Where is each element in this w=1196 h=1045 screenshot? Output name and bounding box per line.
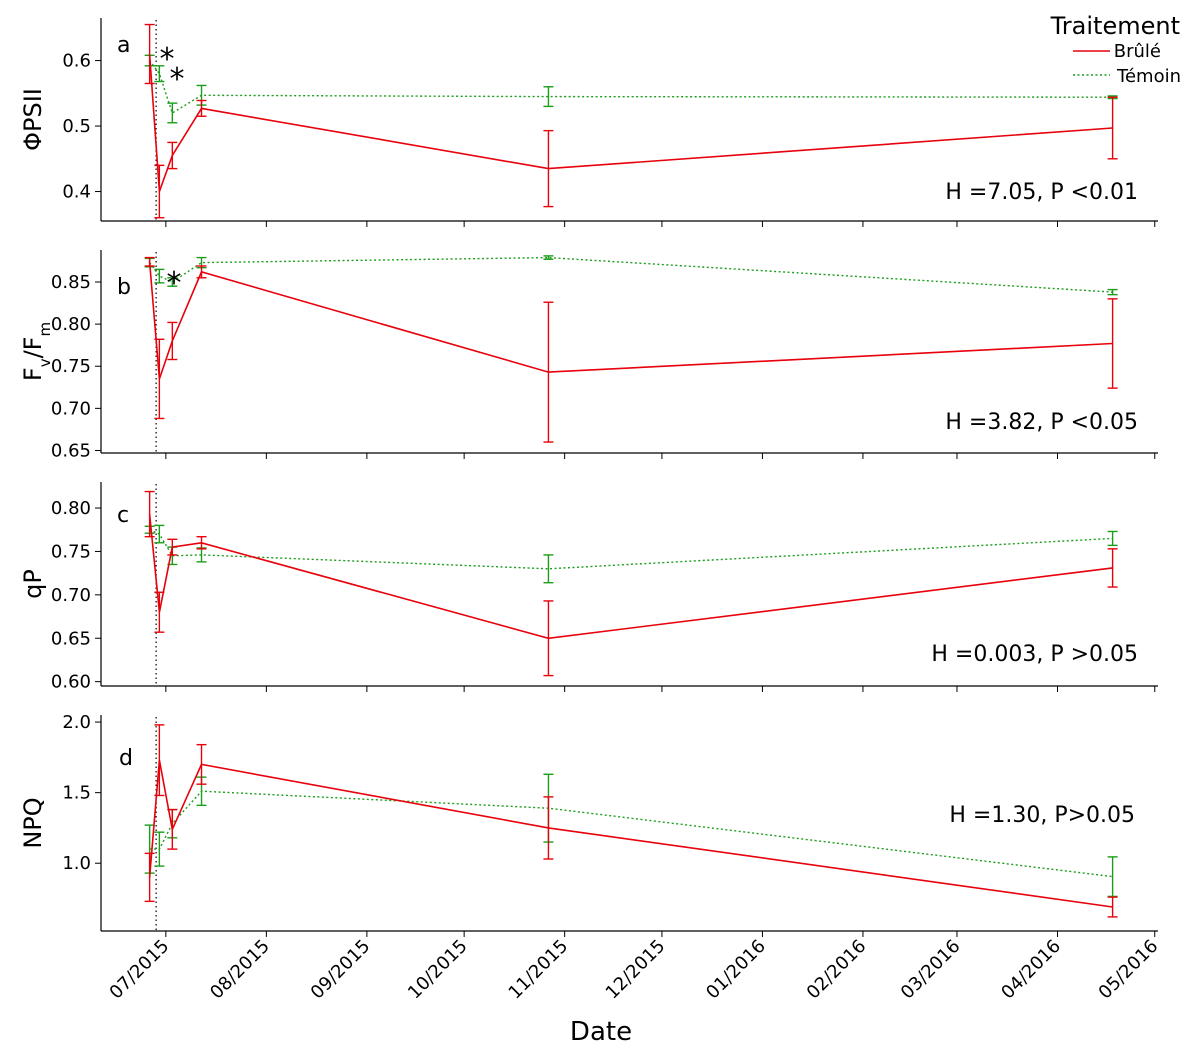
y-tick-label: 0.80 (51, 314, 91, 335)
panel-d: 1.0 1.5 2.0 NPQ d H =1.30, P>0.05 (19, 712, 1158, 937)
series-brule (144, 490, 1118, 677)
panel-letter: c (117, 503, 129, 528)
x-tick-label: 11/2015 (505, 936, 573, 1004)
y-tick-label: 0.85 (51, 272, 91, 293)
series-line (149, 790, 1113, 878)
series-line (149, 529, 1113, 570)
y-axis-label: Fv/Fm (19, 322, 54, 381)
x-axis: 07/2015 08/2015 09/2015 10/2015 11/2015 12/20… (106, 936, 1163, 1004)
panel-letter: d (119, 746, 133, 771)
panel-b: 0.65 0.70 0.75 0.80 0.85 Fv/Fm b H =3.82, P <0.… (19, 250, 1158, 461)
series-line (149, 256, 1113, 293)
y-tick-label: 0.6 (62, 51, 91, 72)
y-tick-label: 0.4 (62, 182, 91, 203)
panel-a: 0.4 0.5 0.6 ΦPSII a H =7.05, P <0.01 ** (19, 18, 1158, 227)
significance-marker: * (167, 266, 182, 301)
y-tick-label: 0.75 (51, 356, 91, 377)
panel-letter: b (117, 275, 131, 300)
x-tick-label: 08/2015 (206, 936, 274, 1004)
panel-letter: a (117, 33, 130, 58)
x-tick-label: 09/2015 (307, 936, 375, 1004)
x-tick-label: 02/2016 (803, 936, 871, 1004)
y-axis-label: ΦPSII (19, 88, 47, 151)
series-line (148, 53, 1113, 192)
series-temoin (144, 54, 1118, 124)
series-line (148, 760, 1113, 908)
series-line (149, 60, 1113, 115)
y-tick-label: 0.65 (51, 628, 91, 649)
x-tick-label: 10/2015 (404, 936, 472, 1004)
series-temoin (144, 524, 1118, 584)
panel-c: 0.60 0.65 0.70 0.75 0.80 qP c H =0.003, P >0.05 (19, 482, 1158, 693)
legend-label-temoin: Témoin (1116, 66, 1181, 87)
y-tick-label: 2.0 (62, 712, 91, 733)
stat-annotation: H =1.30, P>0.05 (949, 803, 1135, 828)
x-tick-label: 03/2016 (897, 936, 965, 1004)
legend: Traitement Brûlé Témoin (1050, 12, 1181, 87)
y-tick-label: 0.70 (51, 398, 91, 419)
x-tick-label: 05/2016 (1095, 936, 1163, 1004)
y-tick-label: 0.65 (51, 440, 91, 461)
series-brule (144, 256, 1118, 443)
y-tick-label: 0.5 (62, 116, 91, 137)
y-tick-label: 1.5 (62, 783, 91, 804)
significance-marker: * (170, 62, 185, 97)
y-axis-label: qP (19, 569, 47, 599)
series-brule (144, 724, 1118, 918)
x-axis-label: Date (570, 1017, 632, 1045)
x-tick-label: 01/2016 (702, 936, 770, 1004)
x-tick-label: 12/2015 (602, 936, 670, 1004)
significance-marker: * (160, 42, 175, 77)
x-tick-label: 04/2016 (997, 936, 1065, 1004)
y-tick-label: 0.75 (51, 541, 91, 562)
y-axis-label: NPQ (19, 797, 47, 848)
y-tick-label: 0.60 (51, 672, 91, 693)
y-tick-label: 1.0 (62, 853, 91, 874)
series-line (148, 261, 1113, 380)
stat-annotation: H =0.003, P >0.05 (931, 642, 1138, 667)
legend-label-brule: Brûlé (1114, 41, 1161, 62)
series-temoin (144, 255, 1118, 296)
series-brule (144, 23, 1118, 219)
stat-annotation: H =3.82, P <0.05 (945, 410, 1138, 435)
stat-annotation: H =7.05, P <0.01 (945, 180, 1138, 205)
x-tick-label: 07/2015 (106, 936, 174, 1004)
y-tick-label: 0.80 (51, 498, 91, 519)
legend-title: Traitement (1050, 12, 1180, 40)
y-tick-label: 0.70 (51, 585, 91, 606)
series-line (148, 514, 1113, 640)
series-temoin (144, 773, 1118, 898)
